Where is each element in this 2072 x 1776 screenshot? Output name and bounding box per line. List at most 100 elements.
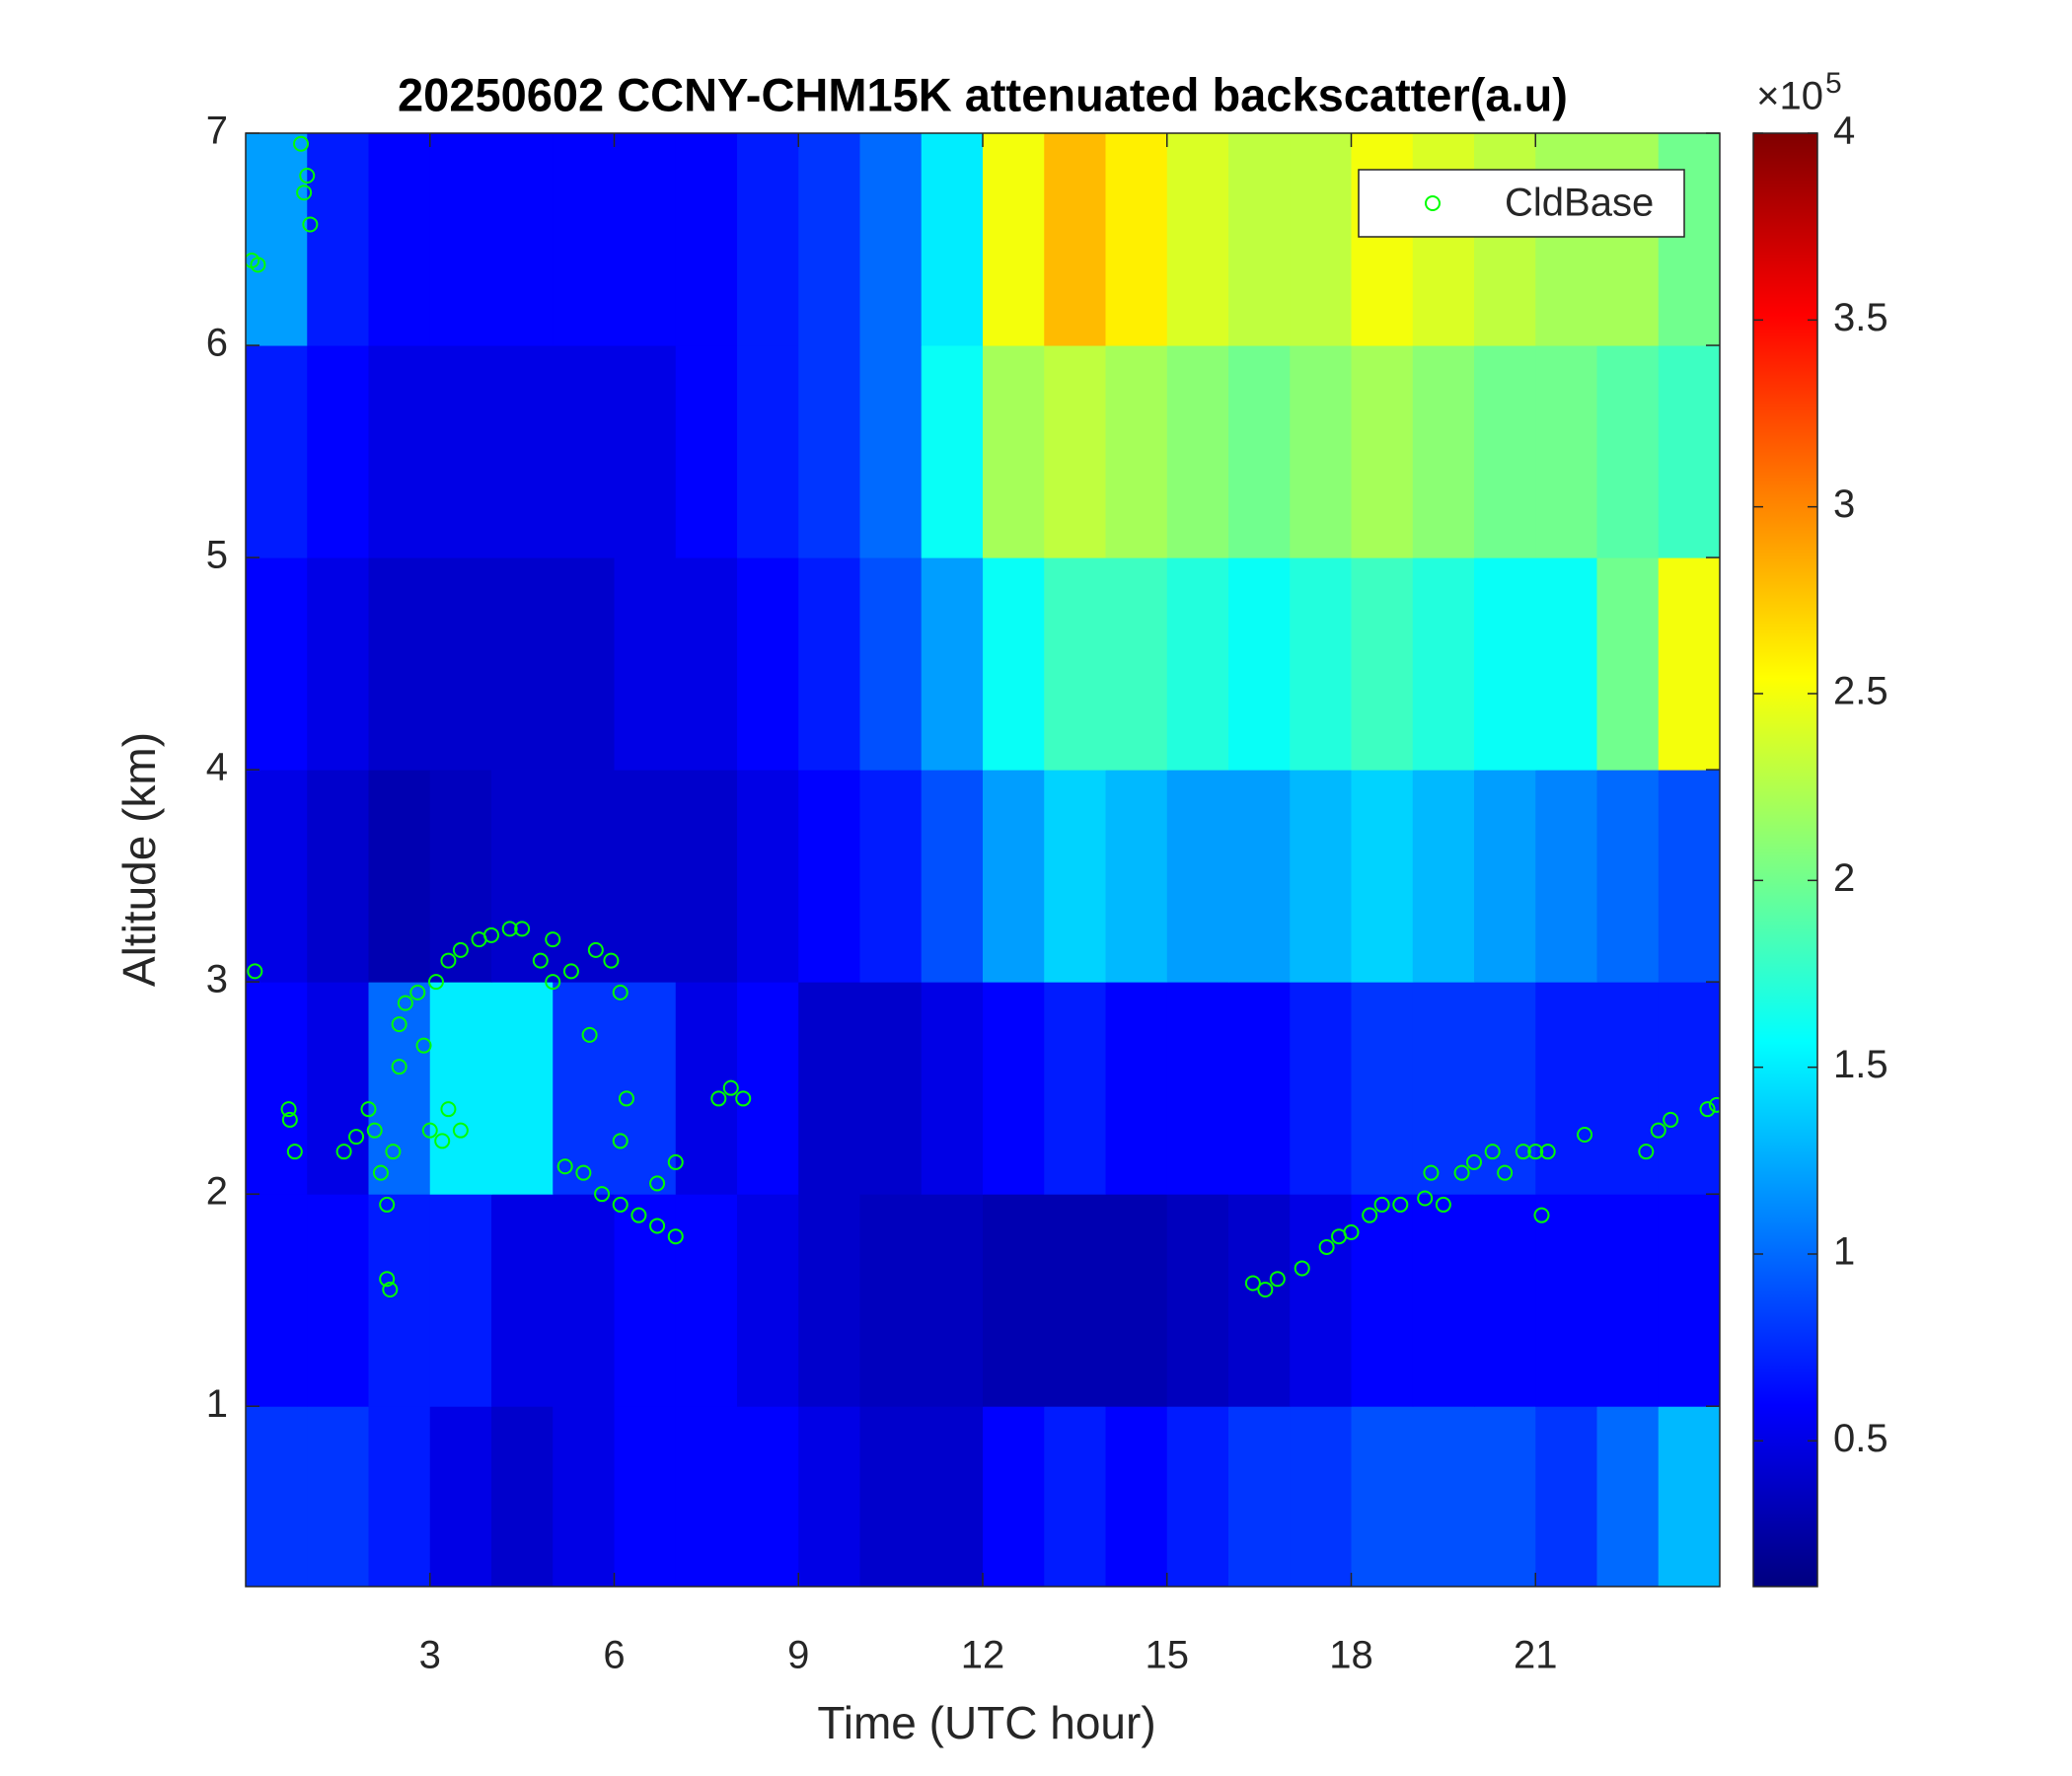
heatmap-cell (1228, 982, 1291, 1195)
cloud-base-point (452, 1122, 469, 1139)
heatmap-cell (921, 982, 984, 1195)
heatmap-cell (553, 770, 615, 983)
cloud-base-point (1423, 1164, 1440, 1181)
heatmap-cell (1290, 1406, 1352, 1587)
heatmap-cell (553, 557, 615, 771)
heatmap-cell (1412, 133, 1475, 346)
heatmap-cell (1044, 1194, 1106, 1407)
heatmap-cell (246, 1406, 308, 1587)
x-tick-label: 3 (419, 1634, 441, 1677)
heatmap-cell (1535, 345, 1597, 558)
cloud-base-point (562, 963, 579, 980)
heatmap-cell (737, 1406, 799, 1587)
heatmap-cell (1351, 133, 1414, 346)
heatmap-cell (859, 557, 923, 771)
heatmap-cell (1290, 982, 1352, 1195)
heatmap-cell (983, 982, 1045, 1195)
legend: CldBase (1358, 169, 1685, 238)
heatmap-cell (798, 345, 860, 558)
colorbar-tick-label: 4 (1833, 110, 1855, 153)
heatmap-cell (737, 345, 799, 558)
heatmap-cell (1535, 982, 1597, 1195)
heatmap-cell (675, 133, 738, 346)
cloud-base-point (335, 1144, 352, 1160)
cloud-base-point (409, 984, 426, 1000)
heatmap-cell (429, 982, 492, 1195)
heatmap-cell (1412, 982, 1475, 1195)
heatmap-cell (1658, 133, 1720, 346)
cloud-base-point (501, 921, 518, 937)
heatmap-cell (246, 982, 308, 1195)
heatmap-cell (1166, 557, 1229, 771)
heatmap-cell (1474, 1406, 1536, 1587)
heatmap-cell (1658, 770, 1720, 983)
cloud-base-point (385, 1144, 402, 1160)
cloud-base-point (612, 1133, 629, 1149)
heatmap-cell (921, 770, 984, 983)
heatmap-cell (429, 133, 492, 346)
heatmap-cell (614, 1194, 677, 1407)
heatmap-cell (491, 1406, 554, 1587)
cloud-base-point (545, 931, 561, 948)
cloud-base-point (281, 1111, 298, 1128)
heatmap-cell (1535, 1406, 1597, 1587)
heatmap-cell (798, 133, 860, 346)
heatmap-cell (1105, 770, 1168, 983)
heatmap-cell (859, 345, 923, 558)
cloud-base-point (618, 1090, 634, 1107)
cloud-base-point (1527, 1144, 1544, 1160)
cloud-base-point (612, 1196, 629, 1213)
cloud-base-point (415, 1037, 432, 1054)
heatmap-cell (798, 557, 860, 771)
cloud-base-point (667, 1228, 684, 1245)
heatmap-cell (983, 557, 1045, 771)
heatmap-cell (1105, 1194, 1168, 1407)
cloud-base-point (1318, 1238, 1335, 1255)
heatmap-cell (921, 557, 984, 771)
heatmap-cell (1166, 1194, 1229, 1407)
cloud-base-point (440, 1101, 457, 1118)
x-tick-label: 9 (787, 1634, 809, 1677)
cloud-base-point (1638, 1144, 1655, 1160)
x-tick-label: 18 (1329, 1634, 1373, 1677)
x-tick-label: 21 (1514, 1634, 1558, 1677)
cloud-base-point (434, 1133, 451, 1149)
cloud-base-point (293, 135, 310, 152)
heatmap-cell (983, 770, 1045, 983)
heatmap-cell (1658, 1406, 1720, 1587)
cloud-base-point (575, 1164, 592, 1181)
cloud-base-point (1294, 1260, 1310, 1277)
heatmap-cell (1412, 557, 1475, 771)
heatmap-cell (368, 1194, 431, 1407)
cloud-base-point (722, 1079, 739, 1096)
cloud-base-point (1453, 1164, 1470, 1181)
heatmap-cell (1105, 557, 1168, 771)
heatmap-cell (1044, 770, 1106, 983)
heatmap-cell (1044, 557, 1106, 771)
heatmap-cell (1228, 1194, 1291, 1407)
heatmap-cell (1535, 133, 1597, 346)
heatmap-cell (429, 1406, 492, 1587)
heatmap-cell (1658, 557, 1720, 771)
cloud-base-point (1533, 1207, 1550, 1223)
cloud-base-point (372, 1164, 389, 1181)
cloud-base-point (1417, 1190, 1434, 1207)
cloud-base-point (379, 1196, 396, 1213)
y-tick-label: 3 (206, 958, 228, 1001)
cloud-base-point (1650, 1122, 1666, 1139)
heatmap-cell (491, 1194, 554, 1407)
heatmap-cell (368, 133, 431, 346)
heatmap-cell (1044, 133, 1106, 346)
heatmap-cell (1105, 1406, 1168, 1587)
cloud-base-point (514, 921, 531, 937)
heatmap-cell (553, 1406, 615, 1587)
heatmap-cell (1596, 770, 1660, 983)
heatmap-cell (675, 345, 738, 558)
cloud-base-point (1708, 1096, 1720, 1113)
heatmap-cell (553, 133, 615, 346)
colorbar-tick-label: 3.5 (1833, 296, 1888, 339)
y-tick-label: 2 (206, 1170, 228, 1214)
cloud-base-point (1539, 1144, 1556, 1160)
heatmap-cell (429, 345, 492, 558)
heatmap-cell (675, 1406, 738, 1587)
